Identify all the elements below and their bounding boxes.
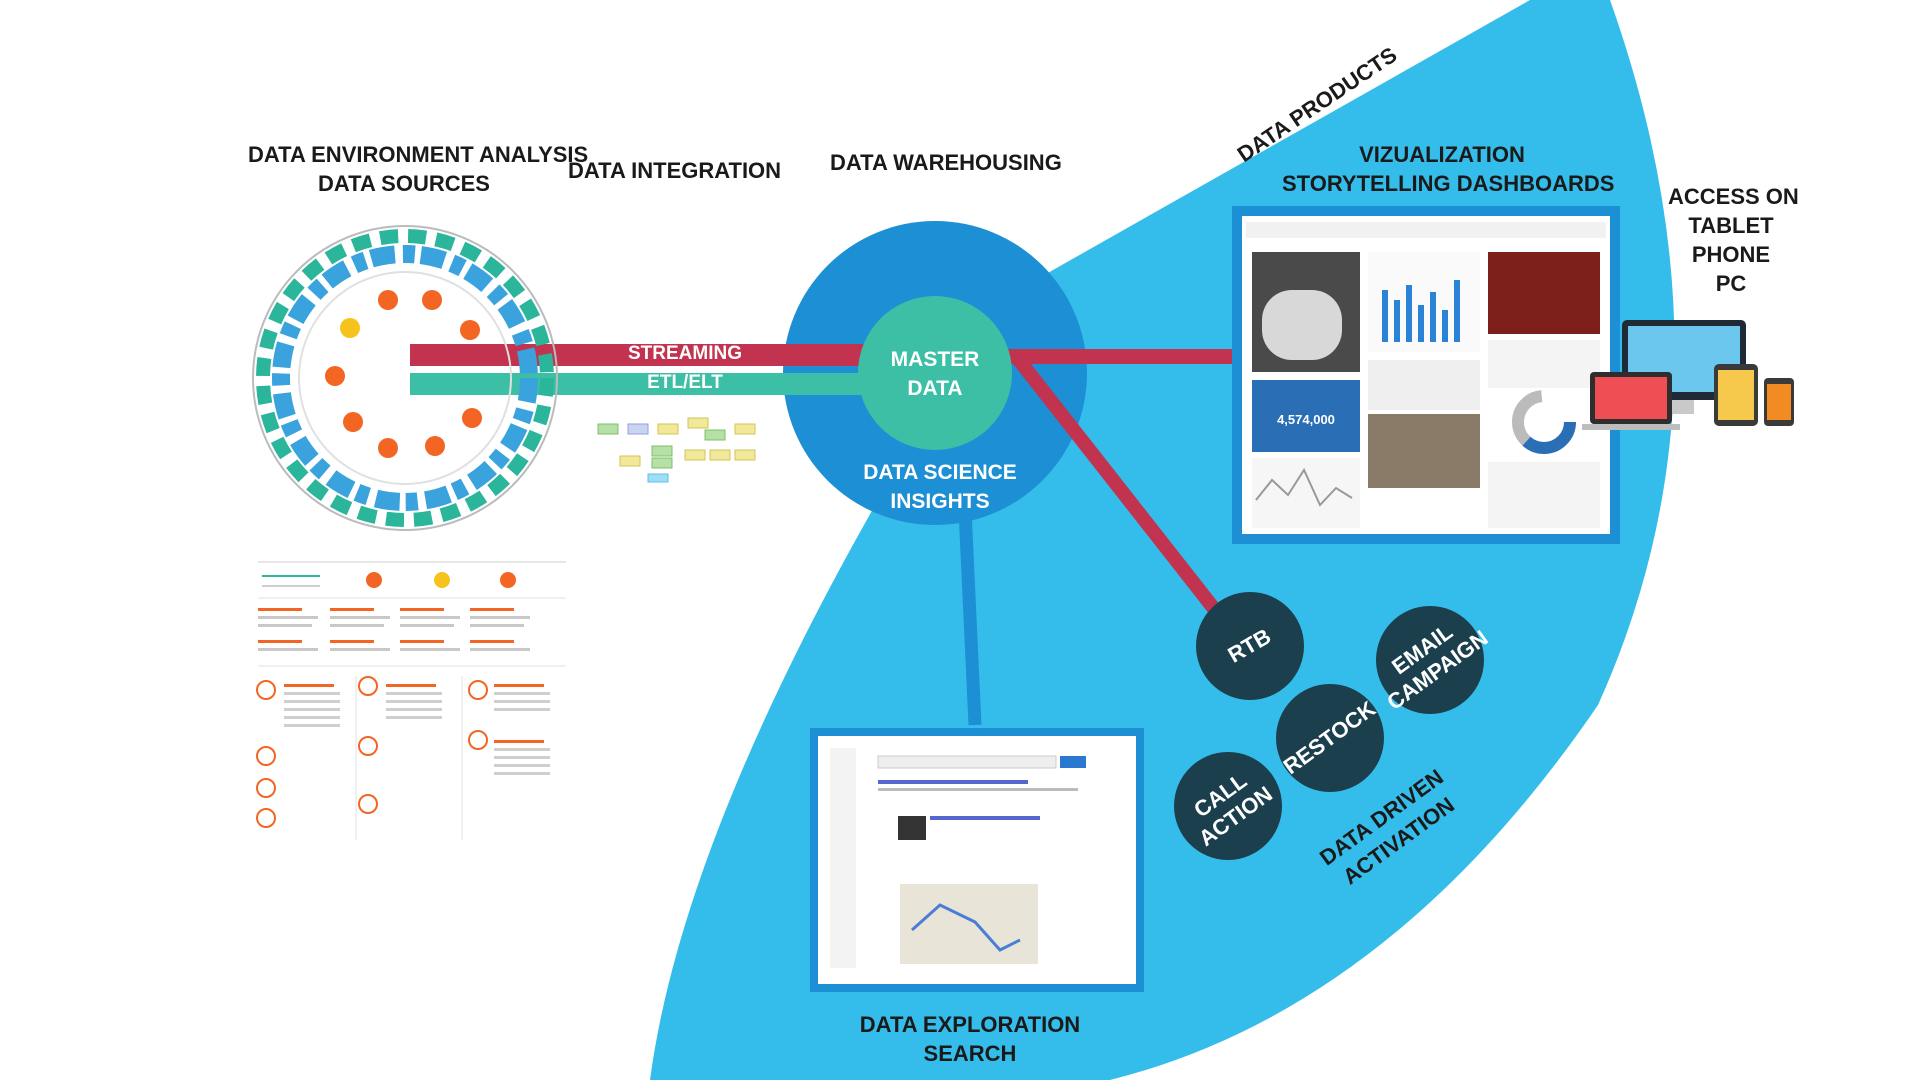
source-node xyxy=(340,318,360,338)
data-environment-label: DATA ENVIRONMENT ANALYSIS DATA SOURCES xyxy=(248,142,589,196)
streaming-label: STREAMING xyxy=(628,343,742,364)
etl-label: ETL/ELT xyxy=(647,372,723,393)
dashboard-big-number: 4,574,000 xyxy=(1277,412,1335,427)
data-integration-label: DATA INTEGRATION xyxy=(568,158,782,183)
dashboard-donut xyxy=(1512,390,1576,454)
restock-circle: RESTOCK xyxy=(1276,684,1384,792)
data-sources-ring xyxy=(252,225,558,531)
devices-illustration xyxy=(1582,320,1794,430)
data-science-label: DATA SCIENCE INSIGHTS xyxy=(863,461,1017,513)
access-label: ACCESS ON TABLET PHONE PC xyxy=(1668,184,1799,296)
dashboard-panel xyxy=(1232,206,1620,544)
map-mock xyxy=(900,884,1038,964)
master-data-circle xyxy=(858,296,1012,450)
source-node xyxy=(425,436,445,456)
master-data-label: MASTER DATA xyxy=(890,348,980,400)
search-bar-mock xyxy=(877,755,1057,769)
connector-dashboard xyxy=(1005,349,1235,364)
dashboard-bar-chart xyxy=(1382,280,1460,342)
source-node xyxy=(378,290,398,310)
source-node xyxy=(325,366,345,386)
source-node xyxy=(378,438,398,458)
source-node xyxy=(462,408,482,428)
rtb-circle: RTB xyxy=(1196,592,1304,700)
source-node xyxy=(460,320,480,340)
source-node xyxy=(422,290,442,310)
dashboard-line-chart xyxy=(1255,467,1353,507)
legend-panel xyxy=(256,561,566,840)
connector-exploration xyxy=(958,509,982,726)
call-action-circle: CALL ACTION xyxy=(1174,752,1282,860)
connector-activation xyxy=(1009,350,1221,615)
dashboard-kpi-tile xyxy=(1252,380,1360,452)
email-campaign-circle: EMAIL CAMPAIGN xyxy=(1376,606,1492,715)
exploration-panel xyxy=(810,728,1144,992)
integration-flow-boxes xyxy=(597,417,756,483)
data-warehousing-label: DATA WAREHOUSING xyxy=(830,150,1062,175)
source-node xyxy=(343,412,363,432)
visualization-label: VIZUALIZATION STORYTELLING DASHBOARDS xyxy=(1282,142,1615,196)
data-exploration-label: DATA EXPLORATION SEARCH xyxy=(859,1012,1081,1066)
